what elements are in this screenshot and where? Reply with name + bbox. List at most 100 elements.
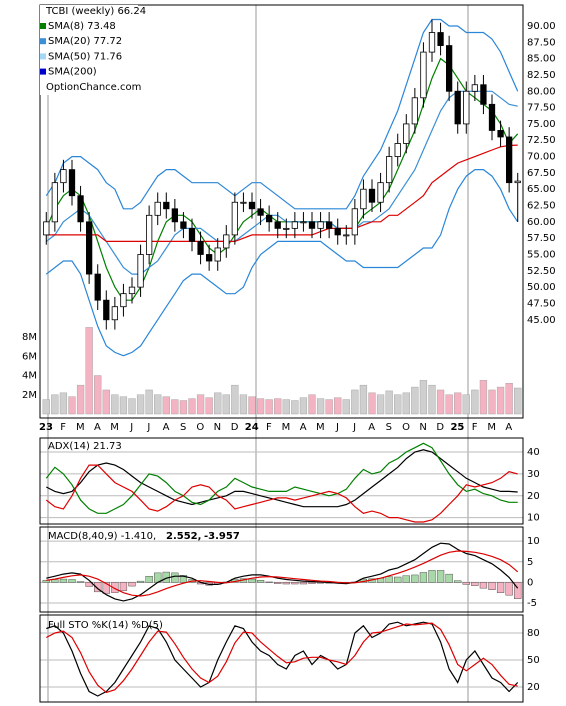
histogram-bar [445,573,453,583]
legend-label: SMA(50) 71.76 [48,51,122,62]
y-tick-label: 72.50 [527,135,556,146]
candle-body [488,103,496,131]
candle-body [454,90,461,125]
volume-bar [282,399,290,415]
volume-bar [111,394,119,415]
candle-body [428,32,436,53]
candle-body [377,182,384,203]
y-tick-label: 50.00 [527,282,556,293]
legend-box [40,5,138,95]
histogram-bar [282,582,290,585]
x-tick-label: M [76,422,85,433]
y-tick-label: 70.00 [527,152,556,163]
volume-bar [436,389,445,415]
candle-body [368,188,376,203]
candle-body [86,221,93,275]
candle-body [343,234,350,237]
candle-body [77,195,84,223]
sma-line [45,90,518,275]
panel-value: -3.957 [204,531,240,542]
y-tick-label: 4M [22,371,37,382]
volume-bar [102,389,110,415]
x-tick-label: 25 [450,422,464,433]
histogram-bar [299,582,308,585]
candle-body [43,221,50,236]
x-tick-label: F [472,422,478,433]
volume-bar [85,327,93,415]
y-tick-label: 77.50 [527,103,556,114]
histogram-bar [42,580,50,583]
volume-bar [256,398,265,415]
candle-body [231,201,239,236]
candle-body [154,201,161,216]
indicator-line [45,464,518,523]
legend-swatch [40,53,46,60]
y-tick-label: 57.50 [527,233,556,244]
volume-bar [136,394,145,415]
x-tick-label: S [386,422,392,433]
candle-body [445,45,453,92]
x-tick-label: S [180,422,186,433]
panel-value: 2.552, [166,531,201,542]
x-tick-label: A [368,422,375,433]
histogram-bar [111,582,119,593]
volume-bar [214,392,222,415]
volume-bar [94,375,102,415]
candle-body [240,201,247,204]
volume-bar [342,399,350,415]
volume-bar [128,398,136,415]
indicator-line [46,449,518,508]
histogram-bar [385,576,393,583]
candle-body [334,227,341,236]
candle-body [420,51,427,99]
histogram-bar [471,582,479,586]
histogram-bar [402,575,410,583]
volume-bar [154,394,162,415]
histogram-bar [505,582,513,596]
candle-body [180,221,187,229]
x-tick-label: J [352,422,356,433]
candle-body [505,136,513,184]
legend-swatch [40,38,46,45]
histogram-bar [102,582,110,594]
volume-bar [334,397,342,415]
y-tick-label: 10 [527,513,540,524]
histogram-bar [462,582,470,585]
volume-bar [419,380,428,415]
volume-bar [394,394,402,415]
candle-body [223,234,230,249]
panel-title: ADX(14) 21.73 [48,441,122,452]
volume-bar [488,389,496,415]
volume-bar [359,384,368,415]
x-tick-label: M [282,422,291,433]
y-tick-label: 52.50 [527,266,556,277]
y-tick-label: 10 [527,536,540,547]
volume-bar [188,398,196,415]
volume-bar [514,387,522,415]
legend-label: SMA(20) 77.72 [48,36,122,47]
sto-frame [39,614,524,703]
volume-bar [496,386,505,415]
volume-bar [479,380,488,415]
y-tick-label: 67.50 [527,168,556,179]
volume-bar [119,396,128,415]
candle-body [351,208,359,236]
y-tick-label: 8M [22,332,37,343]
volume-bar [445,394,453,415]
candle-body [171,208,179,223]
histogram-bar [496,582,505,593]
histogram-bar [136,580,145,583]
volume-bar [368,392,376,415]
volume-bar [239,394,248,415]
histogram-bar [76,581,85,583]
adx-frame [39,437,524,525]
candle-body [437,32,444,46]
price-frame [39,4,524,419]
volume-bar [274,398,282,415]
candle-body [248,201,256,210]
x-tick-label: N [214,422,221,433]
histogram-bar [171,572,179,583]
histogram-bar [428,570,436,583]
y-tick-label: 20 [527,682,540,693]
